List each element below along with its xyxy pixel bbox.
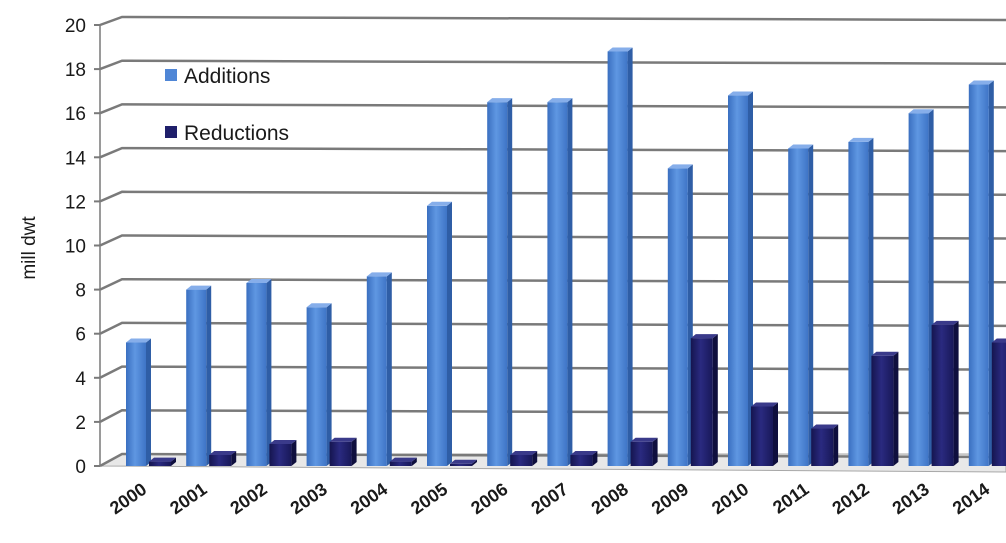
bar-additions [306,303,332,466]
x-tick-label: 2003 [287,479,331,518]
y-tick-label: 8 [75,281,86,302]
bar-reductions [570,450,598,466]
bar-additions [728,91,753,466]
y-tick-label: 14 [65,148,87,169]
gridline [99,321,1006,335]
gridline [99,234,1006,247]
y-tick-label: 18 [65,60,86,81]
bar-reductions [209,450,237,466]
bar-additions [366,272,392,466]
x-tick-labels: 2000 2001 2002 2003 2004 2005 2006 2007 2008 2009… [106,479,993,518]
gridline [99,103,1006,115]
bar-additions [126,338,151,466]
legend-label-additions: Additions [184,65,270,88]
y-tick-label: 12 [65,192,86,213]
gridlines [94,15,1006,468]
bar-additions [186,285,212,466]
x-tick-label: 2006 [467,479,511,518]
bar-additions [607,47,633,467]
x-tick-label: 2002 [226,479,270,518]
y-tick-labels: 0 2 4 6 8 10 12 14 16 18 20 [65,16,87,478]
bar-additions [547,98,573,467]
legend-swatch-additions [165,69,177,81]
x-tick-label: 2010 [708,479,752,518]
y-tick-label: 6 [75,325,86,346]
bar-reductions [991,338,1006,466]
bar-additions [246,278,272,466]
bar-reductions [269,439,297,466]
legend-swatch-reductions [165,126,177,138]
bar-reductions [931,320,959,466]
bar-additions [667,164,693,466]
bar-reductions [389,457,417,466]
bar-additions [487,98,513,467]
y-tick-label: 10 [65,237,86,258]
x-tick-label: 2001 [166,479,210,518]
bar-reductions [510,450,538,466]
x-tick-label: 2011 [769,479,812,518]
gridline [99,277,1006,291]
bar-additions [848,137,874,467]
y-axis-title: mill dwt [19,216,40,280]
gridline [99,59,1006,71]
x-tick-label: 2014 [949,479,993,518]
x-tick-label: 2013 [889,479,933,518]
x-tick-label: 2004 [347,479,391,518]
gridline [99,146,1006,159]
x-tick-label: 2000 [106,479,150,518]
legend: Additions Reductions [165,65,289,145]
bar-reductions [751,402,778,466]
gridline [99,190,1006,203]
y-tick-label: 2 [75,413,86,434]
bar-additions [908,109,934,466]
bar-additions [788,144,814,467]
y-tick-label: 4 [75,369,86,390]
bar-reductions [149,457,176,466]
x-tick-label: 2007 [527,479,571,518]
y-tick-label: 20 [65,16,86,37]
bar-reductions [690,334,718,466]
x-tick-label: 2009 [648,479,692,518]
bars-group [126,47,1006,467]
y-tick-label: 0 [75,457,86,478]
x-tick-label: 2012 [828,479,872,518]
gridline [99,15,1006,27]
x-tick-label: 2005 [407,479,451,518]
bar-additions [427,201,452,466]
bar-reductions [630,437,658,466]
bar-reductions [871,351,899,466]
legend-label-reductions: Reductions [184,122,289,145]
bar-additions [968,80,994,466]
bar-reductions [329,437,357,466]
y-tick-label: 16 [65,104,86,125]
bar-reductions [450,459,477,466]
bar-reductions [811,424,839,466]
x-tick-label: 2008 [588,479,632,518]
